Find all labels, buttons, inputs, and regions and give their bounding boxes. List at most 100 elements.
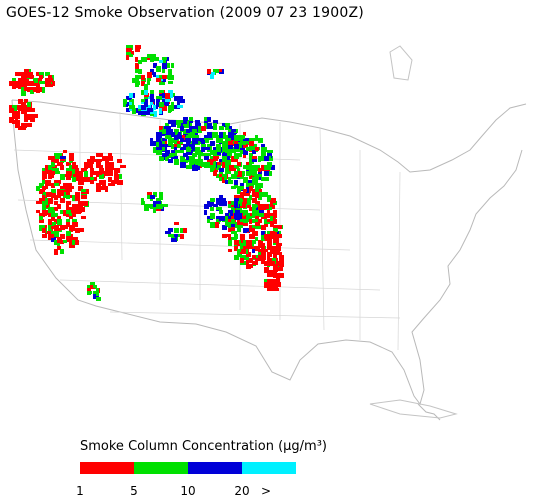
smoke-pixel	[231, 174, 237, 179]
smoke-pixel	[261, 225, 266, 230]
smoke-pixel	[147, 192, 152, 195]
smoke-pixel	[222, 141, 225, 146]
smoke-pixel	[210, 159, 214, 165]
smoke-pixel	[48, 219, 52, 225]
smoke-pixel	[84, 165, 88, 169]
smoke-pixel	[138, 60, 142, 64]
smoke-pixel	[54, 159, 59, 163]
smoke-pixel	[102, 186, 106, 190]
smoke-pixel	[159, 108, 162, 114]
smoke-pixel	[255, 192, 259, 198]
smoke-pixel	[237, 135, 242, 141]
smoke-pixel	[234, 201, 238, 204]
smoke-pixel	[48, 213, 53, 217]
smoke-pixel	[90, 174, 93, 179]
smoke-pixel	[219, 168, 224, 172]
smoke-pixel	[231, 168, 236, 171]
smoke-pixel	[219, 138, 223, 143]
smoke-pixel	[231, 228, 235, 233]
smoke-pixel	[84, 168, 87, 173]
smoke-pixel	[123, 99, 127, 104]
smoke-pixel	[231, 159, 235, 162]
smoke-pixel	[132, 108, 136, 114]
smoke-pixel	[264, 192, 267, 195]
smoke-pixel	[168, 153, 172, 158]
smoke-pixel	[240, 171, 245, 176]
smoke-pixel	[177, 135, 181, 139]
smoke-pixel	[234, 153, 239, 159]
smoke-pixel	[144, 111, 147, 115]
smoke-pixel	[267, 231, 272, 235]
smoke-pixel	[42, 234, 47, 238]
smoke-pixel	[204, 204, 209, 209]
smoke-pixel	[141, 90, 145, 95]
smoke-pixel	[279, 273, 284, 278]
smoke-pixel	[261, 144, 265, 147]
smoke-pixel	[177, 105, 183, 108]
smoke-pixel	[84, 189, 89, 194]
smoke-pixel	[159, 90, 164, 93]
smoke-pixel	[219, 126, 224, 130]
smoke-pixel	[174, 96, 178, 101]
smoke-pixel	[63, 240, 67, 243]
smoke-pixel	[267, 162, 272, 167]
smoke-pixel	[60, 210, 64, 214]
smoke-pixel	[255, 147, 259, 151]
smoke-pixel	[270, 261, 275, 266]
smoke-pixel	[270, 198, 276, 203]
smoke-pixel	[72, 207, 77, 213]
smoke-pixel	[21, 102, 26, 105]
smoke-pixel	[39, 189, 43, 194]
smoke-pixel	[267, 240, 271, 246]
smoke-pixel	[201, 147, 205, 152]
smoke-pixel	[210, 75, 214, 79]
smoke-pixel	[21, 108, 26, 112]
smoke-pixel	[258, 138, 263, 143]
smoke-pixel	[9, 108, 14, 113]
smoke-pixel	[24, 78, 29, 81]
smoke-pixel	[222, 162, 226, 168]
smoke-pixel	[90, 156, 95, 160]
smoke-pixel	[225, 135, 230, 138]
smoke-pixel	[42, 210, 47, 216]
smoke-pixel	[249, 264, 253, 268]
smoke-pixel	[273, 228, 278, 232]
smoke-pixel	[225, 147, 228, 151]
smoke-pixel	[126, 48, 132, 52]
smoke-pixel	[162, 129, 166, 134]
smoke-pixel	[234, 195, 238, 198]
smoke-pixel	[75, 240, 79, 245]
smoke-pixel	[60, 186, 66, 189]
smoke-pixel	[66, 171, 72, 176]
smoke-pixel	[93, 159, 98, 162]
smoke-pixel	[213, 120, 217, 125]
smoke-pixel	[96, 162, 101, 165]
smoke-pixel	[60, 249, 64, 254]
smoke-pixel	[240, 219, 244, 222]
smoke-pixel	[273, 219, 277, 224]
smoke-pixel	[84, 177, 90, 182]
smoke-pixel	[222, 174, 227, 180]
smoke-pixel	[108, 153, 112, 156]
smoke-pixel	[159, 192, 163, 197]
smoke-pixel	[210, 207, 214, 211]
smoke-pixel	[210, 165, 215, 170]
smoke-pixel	[219, 132, 223, 138]
smoke-pixel	[174, 150, 180, 153]
smoke-pixel	[21, 84, 27, 89]
smoke-pixel	[237, 249, 241, 252]
smoke-pixel	[213, 222, 219, 228]
smoke-pixel	[102, 156, 106, 161]
smoke-pixel	[225, 150, 230, 153]
smoke-pixel	[186, 129, 190, 133]
smoke-pixel	[162, 105, 167, 111]
smoke-pixel	[228, 141, 233, 145]
smoke-pixel	[96, 165, 101, 168]
smoke-pixel	[60, 240, 64, 244]
smoke-pixel	[15, 84, 19, 88]
smoke-pixel	[249, 207, 254, 211]
smoke-pixel	[168, 141, 173, 146]
smoke-pixel	[249, 138, 255, 141]
smoke-pixel	[66, 204, 69, 209]
smoke-pixel	[144, 96, 148, 99]
